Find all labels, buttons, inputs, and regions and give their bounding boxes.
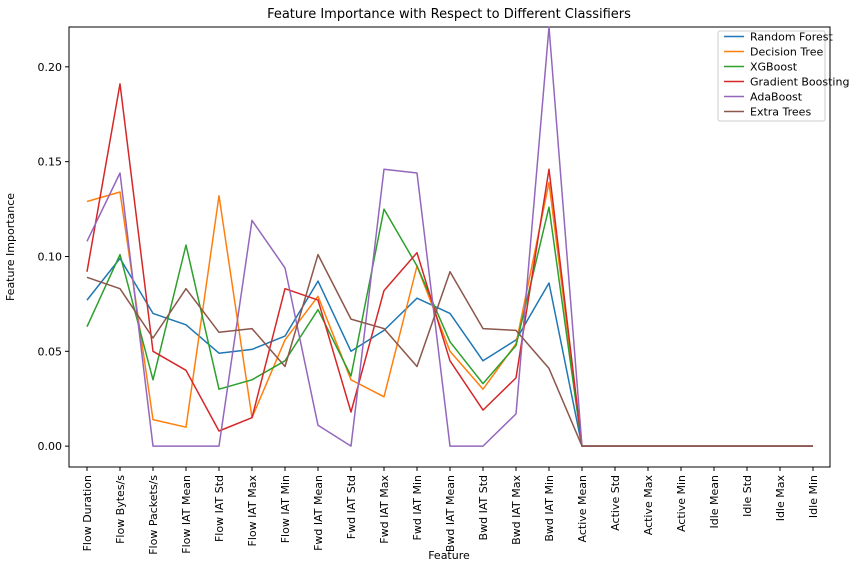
legend-label-adaboost: AdaBoost [750, 91, 803, 104]
y-axis: 0.00 0.05 0.10 0.15 0.20 [38, 61, 69, 453]
legend: Random Forest Decision Tree XGBoost Gradien… [717, 30, 849, 122]
x-tick-label: Flow IAT Mean [180, 475, 193, 554]
legend-label-gradient-boosting: Gradient Boosting [750, 76, 849, 89]
x-tick-label: Bwd IAT Min [543, 475, 556, 542]
x-tick-label: Flow Packets/s [147, 475, 160, 555]
y-tick-label: 0.15 [38, 156, 63, 169]
chart-title: Feature Importance with Respect to Diffe… [267, 7, 631, 22]
x-axis: Flow Duration Flow Bytes/s Flow Packets/s F… [81, 467, 820, 555]
x-tick-label: Active Min [675, 475, 688, 532]
x-axis-title: Feature [428, 549, 470, 562]
series-line-extra-trees [86, 253, 813, 447]
x-tick-label: Idle Mean [708, 475, 721, 529]
series-lines [86, 26, 813, 447]
y-tick-label: 0.05 [38, 345, 63, 358]
legend-label-extra-trees: Extra Trees [750, 106, 811, 119]
x-tick-label: Idle Max [774, 475, 787, 522]
x-tick-label: Idle Std [741, 475, 754, 517]
legend-label-xgboost: XGBoost [750, 61, 798, 74]
x-tick-label: Active Max [642, 475, 655, 536]
y-axis-title: Feature Importance [4, 193, 17, 301]
x-tick-label: Bwd IAT Mean [444, 475, 457, 552]
x-tick-label: Active Std [609, 475, 622, 531]
x-tick-label: Flow IAT Std [213, 475, 226, 542]
x-tick-label: Flow IAT Min [279, 475, 292, 543]
x-tick-label: Fwd IAT Std [345, 475, 358, 539]
x-tick-label: Active Mean [576, 475, 589, 543]
x-tick-label: Bwd IAT Std [477, 475, 490, 540]
x-tick-label: Fwd IAT Max [378, 475, 391, 544]
legend-label-decision-tree: Decision Tree [750, 46, 823, 59]
x-tick-label: Fwd IAT Mean [312, 475, 325, 551]
x-tick-label: Flow IAT Max [246, 475, 259, 547]
legend-label-random-forest: Random Forest [750, 31, 833, 44]
legend-box [717, 30, 826, 122]
y-tick-label: 0.20 [38, 61, 63, 74]
x-tick-label: Bwd IAT Max [510, 475, 523, 545]
x-tick-label: Flow Bytes/s [114, 475, 127, 544]
y-tick-label: 0.00 [38, 440, 63, 453]
y-tick-label: 0.10 [38, 250, 63, 263]
x-tick-label: Flow Duration [81, 475, 94, 551]
x-tick-label: Fwd IAT Min [411, 475, 424, 540]
x-tick-label: Idle Min [807, 475, 820, 518]
